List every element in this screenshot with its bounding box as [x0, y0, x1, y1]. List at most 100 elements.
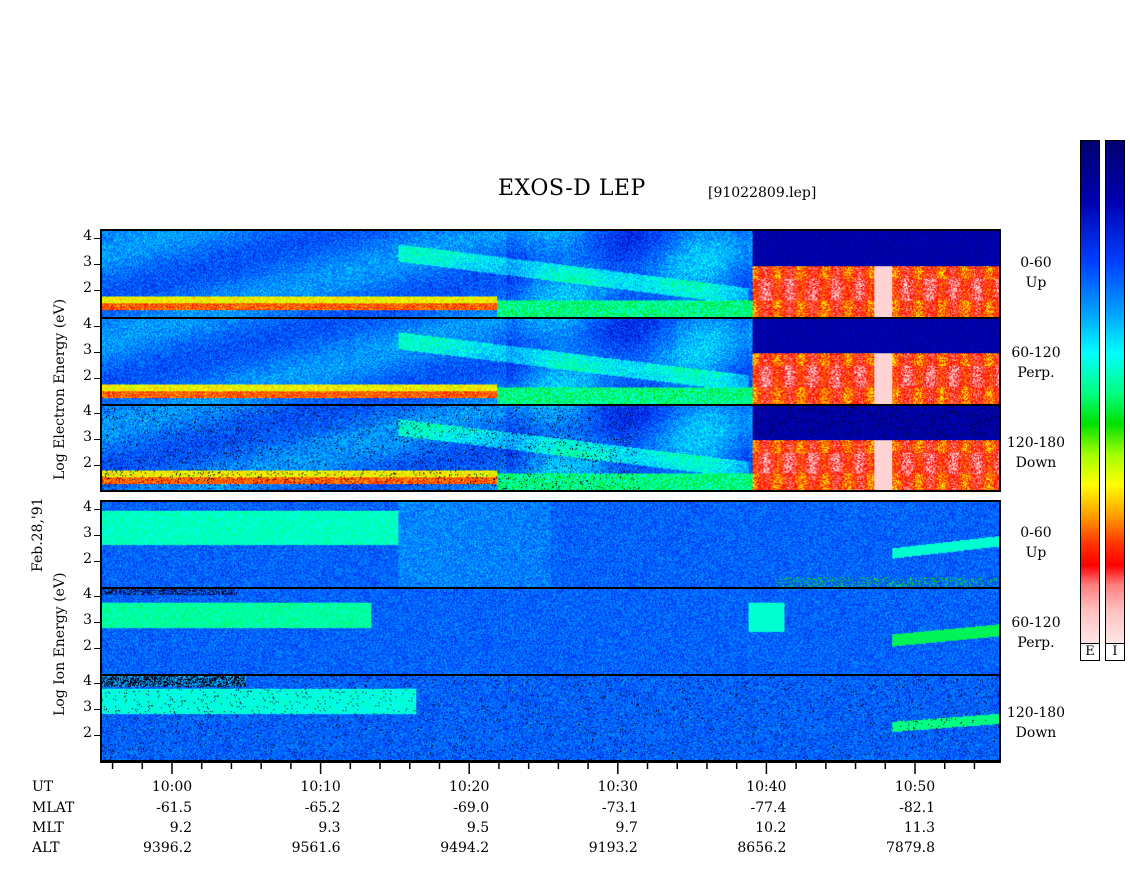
pitch-angle-range: 120-180	[1006, 705, 1066, 721]
x-tick-label: 10:40	[746, 779, 787, 795]
x-tick-label: 10:20	[449, 779, 490, 795]
ephemeris-value: 9.3	[318, 820, 341, 836]
y-tick-mark	[94, 622, 101, 623]
pitch-angle-label: 0-60 Up	[1006, 523, 1066, 563]
ephemeris-value: 10.2	[755, 820, 787, 836]
pitch-angle-range: 60-120	[1011, 345, 1061, 361]
divider	[100, 317, 1001, 319]
y-tick-mark	[94, 596, 101, 597]
ephemeris-value: -69.0	[453, 800, 490, 816]
y-tick-label: 4	[83, 673, 92, 689]
y-tick-label: 3	[83, 525, 92, 541]
x-tick-label: 10:50	[894, 779, 936, 795]
electron-down-spectrogram	[101, 405, 1000, 491]
y-tick-mark	[94, 535, 101, 536]
divider	[100, 587, 1001, 589]
ephemeris-value: -61.5	[156, 800, 192, 816]
ephemeris-value: 8656.2	[737, 840, 787, 856]
y-tick-label: 4	[83, 403, 92, 419]
file-name: [91022809.lep]	[708, 185, 817, 201]
time-axis	[100, 761, 1001, 774]
ephemeris-value: 9.2	[169, 820, 192, 836]
y-tick-mark	[94, 709, 101, 710]
y-tick-mark	[94, 509, 101, 510]
pitch-angle-direction: Perp.	[1017, 365, 1055, 381]
pitch-angle-range: 120-180	[1006, 435, 1066, 451]
y-tick-label: 2	[83, 455, 92, 471]
ephemeris-value: 9.5	[466, 820, 490, 836]
y-tick-label: 2	[83, 551, 92, 567]
y-tick-mark	[94, 352, 101, 353]
y-tick-mark	[94, 561, 101, 562]
y-tick-mark	[94, 238, 101, 239]
y-tick-label: 3	[83, 254, 92, 270]
colorbar-label-i: I	[1105, 643, 1125, 661]
y-tick-mark	[94, 378, 101, 379]
ephemeris-value: -82.1	[899, 800, 935, 816]
y-tick-label: 3	[83, 342, 92, 358]
y-tick-mark	[94, 290, 101, 291]
ephemeris-value: 7879.8	[886, 840, 935, 856]
pitch-angle-direction: Down	[1015, 455, 1057, 471]
ephemeris-value: -77.4	[750, 800, 787, 816]
y-tick-mark	[94, 413, 101, 414]
ephemeris-value: 9193.2	[588, 840, 638, 856]
ephemeris-value: 9396.2	[143, 840, 192, 856]
ion-up-spectrogram	[101, 501, 1000, 588]
pitch-angle-label: 120-180 Down	[1006, 703, 1066, 743]
ephemeris-row-label: UT	[32, 779, 54, 795]
ephemeris-value: 11.3	[903, 820, 935, 836]
date-label: Feb.28,'91	[30, 497, 46, 572]
y-tick-label: 4	[83, 499, 92, 515]
electron-up-spectrogram	[101, 230, 1000, 318]
colorbar-label-e: E	[1080, 643, 1100, 661]
y-tick-label: 2	[83, 280, 92, 296]
y-tick-mark	[94, 326, 101, 327]
electron-perp-spectrogram	[101, 318, 1000, 405]
ion-perp-spectrogram	[101, 588, 1000, 675]
ephemeris-value: 9494.2	[440, 840, 490, 856]
ion-axis-label: Log Ion Energy (eV)	[52, 572, 68, 716]
y-tick-label: 2	[83, 368, 92, 384]
y-tick-label: 4	[83, 228, 92, 244]
divider	[100, 404, 1001, 406]
y-tick-label: 3	[83, 612, 92, 628]
pitch-angle-direction: Perp.	[1017, 635, 1055, 651]
pitch-angle-range: 60-120	[1011, 615, 1061, 631]
x-tick-label: 10:00	[151, 779, 193, 795]
y-tick-label: 2	[83, 638, 92, 654]
y-tick-label: 4	[83, 586, 92, 602]
electron-axis-label: Log Electron Energy (eV)	[52, 298, 68, 480]
ephemeris-value: 9561.6	[291, 840, 341, 856]
x-tick-label: 10:10	[300, 779, 341, 795]
y-tick-mark	[94, 264, 101, 265]
y-tick-label: 2	[83, 725, 92, 741]
pitch-angle-label: 60-120 Perp.	[1006, 613, 1066, 653]
electron-colorbar	[1080, 140, 1100, 647]
ephemeris-value: 9.7	[615, 820, 638, 836]
pitch-angle-direction: Up	[1025, 275, 1047, 291]
y-tick-mark	[94, 648, 101, 649]
y-tick-label: 4	[83, 316, 92, 332]
pitch-angle-direction: Up	[1025, 545, 1047, 561]
ion-down-spectrogram	[101, 675, 1000, 761]
pitch-angle-label: 0-60 Up	[1006, 253, 1066, 293]
y-tick-mark	[94, 683, 101, 684]
y-tick-mark	[94, 439, 101, 440]
ephemeris-value: -65.2	[304, 800, 341, 816]
y-tick-mark	[94, 735, 101, 736]
pitch-angle-label: 120-180 Down	[1006, 433, 1066, 473]
ephemeris-value: -73.1	[601, 800, 638, 816]
pitch-angle-range: 0-60	[1020, 525, 1052, 541]
y-tick-label: 3	[83, 429, 92, 445]
pitch-angle-direction: Down	[1015, 725, 1057, 741]
ephemeris-row-label: MLAT	[32, 800, 75, 816]
ephemeris-row-label: MLT	[32, 820, 64, 836]
pitch-angle-label: 60-120 Perp.	[1006, 343, 1066, 383]
pitch-angle-range: 0-60	[1020, 255, 1052, 271]
divider	[100, 674, 1001, 676]
x-tick-label: 10:30	[597, 779, 638, 795]
ion-colorbar	[1105, 140, 1125, 647]
y-tick-label: 3	[83, 699, 92, 715]
chart-title: EXOS-D LEP	[498, 176, 646, 201]
